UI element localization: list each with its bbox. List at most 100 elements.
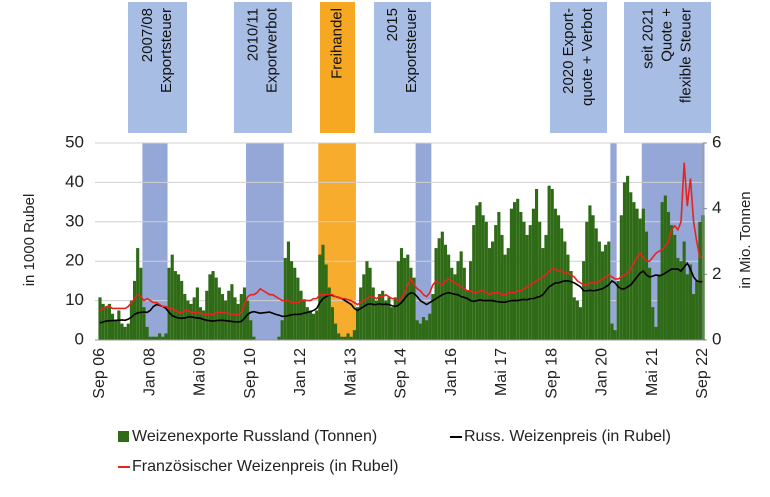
bar: [230, 284, 234, 340]
bar: [440, 231, 444, 340]
bar: [381, 290, 385, 340]
bar: [346, 333, 350, 340]
period-label: quote + Verbot: [579, 7, 596, 106]
bar: [365, 261, 369, 340]
bar: [572, 297, 576, 340]
bar: [176, 274, 181, 340]
bar: [560, 228, 564, 340]
legend-label: Russ. Weizenpreis (in Rubel): [464, 428, 671, 445]
line: [99, 162, 703, 316]
bar: [575, 300, 579, 340]
bar: [450, 267, 454, 340]
bar: [635, 208, 639, 340]
y-tick-label: 0: [75, 329, 84, 348]
bar: [158, 333, 162, 340]
bar: [604, 244, 608, 340]
bar: [585, 221, 589, 340]
line: [99, 261, 703, 324]
y2-tick-label: 6: [712, 132, 721, 151]
bar: [359, 287, 363, 340]
x-tick-label: Sep 22: [694, 348, 711, 399]
bar: [491, 241, 495, 340]
bar: [211, 271, 215, 340]
bar: [478, 202, 482, 340]
bar: [321, 244, 325, 340]
y-tick-label: 20: [65, 251, 84, 270]
bar: [110, 313, 115, 340]
bar: [318, 254, 322, 340]
period-band: [246, 143, 284, 340]
bar: [638, 218, 642, 340]
bar: [246, 300, 250, 340]
bar: [126, 323, 130, 340]
bar: [220, 294, 225, 340]
period-label: 2010/11: [244, 8, 261, 61]
bar: [148, 336, 152, 340]
bar: [682, 241, 686, 340]
bar: [330, 307, 334, 340]
x-tick-label: Sep 18: [543, 348, 560, 399]
bar: [384, 300, 388, 340]
bar: [506, 248, 510, 340]
bar: [337, 333, 341, 340]
period-label-box: [374, 2, 431, 133]
bar: [205, 290, 209, 340]
bar: [613, 330, 617, 340]
period-label: Exportverbot: [263, 7, 280, 93]
x-tick-label: Sep 10: [242, 348, 259, 399]
bar: [588, 205, 592, 340]
bar: [597, 241, 601, 340]
bar: [676, 257, 680, 340]
bar: [283, 257, 287, 340]
bar: [208, 274, 212, 340]
y-tick-label: 40: [65, 172, 84, 191]
bar: [233, 297, 237, 340]
x-tick-label: Jan 12: [292, 348, 309, 396]
bar: [453, 274, 457, 340]
bar: [685, 274, 689, 340]
bar: [519, 211, 523, 340]
bar: [164, 333, 168, 340]
bar: [393, 297, 397, 340]
bar: [151, 336, 155, 340]
bar: [286, 241, 291, 340]
bar: [563, 241, 567, 340]
x-tick-label: Mai 13: [342, 348, 359, 396]
bar: [534, 188, 539, 340]
bar: [377, 294, 382, 340]
period-band: [142, 143, 168, 340]
bar: [616, 280, 620, 340]
period-label: seit 2021: [639, 8, 656, 69]
bar: [472, 225, 476, 340]
period-label: 2020 Export-: [560, 8, 577, 94]
bar: [692, 294, 696, 340]
x-tick-label: Sep 06: [91, 348, 108, 399]
x-tick-label: Mai 09: [192, 348, 209, 396]
bar: [566, 254, 570, 340]
bar: [538, 221, 542, 340]
bar: [349, 336, 353, 340]
bar: [280, 320, 284, 340]
y-tick-label: 10: [65, 290, 84, 309]
bar: [456, 261, 460, 340]
bar: [509, 208, 513, 340]
bar: [132, 280, 137, 340]
x-tick-label: Jan 16: [443, 348, 460, 396]
bar: [610, 323, 614, 340]
bar: [104, 307, 108, 340]
bar: [305, 307, 309, 340]
bar: [465, 290, 470, 340]
bar: [129, 300, 133, 340]
bar: [299, 290, 303, 340]
bar: [462, 267, 466, 340]
bar: [591, 215, 595, 340]
bar: [249, 320, 253, 340]
period-label: Exportsteuer: [158, 8, 175, 93]
bar: [343, 336, 347, 340]
bar: [227, 290, 231, 340]
bar: [670, 225, 674, 340]
period-label: Freihandel: [328, 8, 345, 79]
legend-swatch: [118, 431, 129, 442]
bar: [290, 261, 294, 340]
